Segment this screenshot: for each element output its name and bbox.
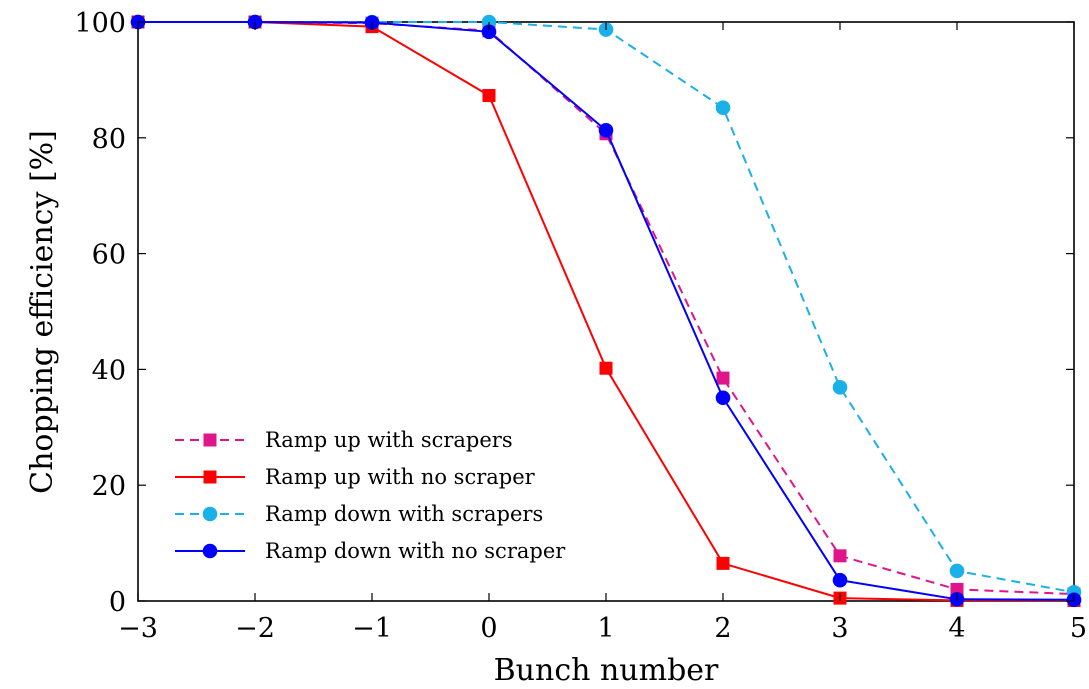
y-tick-label: 20 — [92, 471, 126, 502]
data-point — [949, 563, 965, 579]
legend-entry: Ramp down with no scraper — [175, 539, 566, 563]
y-tick-label: 60 — [92, 240, 126, 271]
series-4 — [130, 14, 1082, 608]
legend-entry: Ramp down with scrapers — [175, 502, 543, 526]
legend-marker — [202, 506, 218, 522]
y-tick-label: 0 — [109, 587, 126, 618]
legend-label: Ramp down with scrapers — [265, 502, 543, 526]
data-point — [481, 24, 497, 40]
legend-marker — [203, 470, 217, 484]
x-tick-label: 2 — [714, 613, 731, 644]
legend-label: Ramp down with no scraper — [265, 539, 566, 563]
data-point — [482, 89, 496, 103]
x-tick-label: 0 — [480, 613, 497, 644]
legend-marker — [202, 543, 218, 559]
x-axis-label: Bunch number — [494, 653, 719, 688]
y-tick-label: 80 — [92, 124, 126, 155]
legend-label: Ramp up with no scraper — [265, 465, 536, 489]
data-point — [716, 371, 730, 385]
y-tick-label: 40 — [92, 355, 126, 386]
x-tick-label: 5 — [1070, 613, 1087, 644]
data-point — [715, 100, 731, 115]
data-point — [716, 556, 730, 570]
legend-marker — [203, 433, 217, 447]
x-tick-label: −2 — [235, 613, 275, 644]
data-point — [833, 549, 847, 563]
x-tick-label: 3 — [831, 613, 848, 644]
ticks-layer: −3 −2 −1 0 1 2 3 4 5 0 20 40 60 80 100 — [74, 8, 1087, 644]
data-point — [950, 582, 964, 596]
data-point — [598, 122, 614, 138]
legend-entry: Ramp up with no scraper — [175, 465, 536, 489]
data-point — [832, 572, 848, 588]
x-tick-label: 4 — [948, 613, 965, 644]
y-axis-label: Chopping efficiency [%] — [25, 130, 60, 494]
legend-label: Ramp up with scrapers — [265, 428, 513, 452]
y-tick-label: 100 — [74, 8, 126, 39]
x-tick-label: 1 — [597, 613, 614, 644]
data-point — [599, 361, 613, 375]
data-point — [715, 390, 731, 406]
legend-entry: Ramp up with scrapers — [175, 428, 513, 452]
legend: Ramp up with scrapers Ramp up with no scr… — [175, 428, 566, 563]
x-tick-label: −3 — [118, 613, 158, 644]
x-tick-label: −1 — [352, 613, 392, 644]
data-point — [832, 380, 848, 395]
